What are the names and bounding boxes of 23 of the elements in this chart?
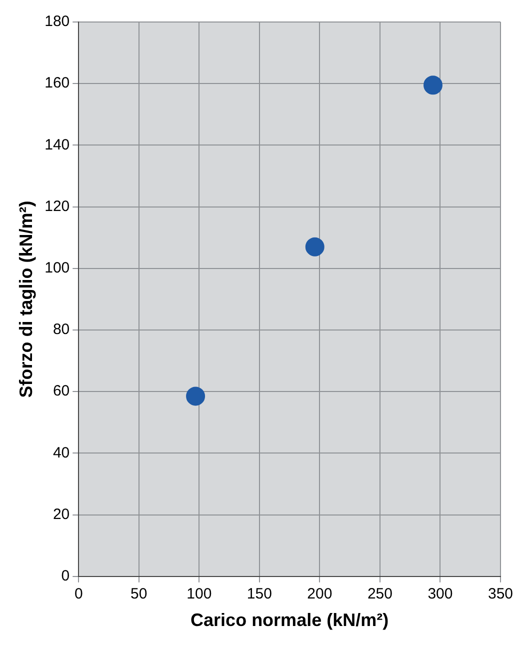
y-tick-label: 100: [44, 260, 70, 277]
x-axis-title: Carico normale (kN/m²): [190, 610, 389, 630]
y-tick-label: 20: [52, 506, 70, 523]
y-tick-label: 60: [52, 382, 70, 400]
y-tick-label: 160: [44, 74, 70, 92]
x-tick-label: 350: [488, 586, 513, 603]
x-tick-label: 200: [307, 586, 332, 603]
y-tick-label: 180: [44, 13, 70, 30]
y-tick-label: 140: [44, 136, 70, 154]
point: [305, 237, 324, 256]
x-tick-label: 50: [130, 586, 148, 603]
y-tick-label: 120: [44, 198, 70, 215]
y-axis-title: Sforzo di taglio (kN/m²): [16, 200, 36, 398]
x-tick-label: 0: [74, 586, 83, 603]
x-tick-label: 150: [246, 586, 272, 603]
y-tick-label: 80: [52, 321, 70, 338]
x-tick-label: 300: [428, 586, 453, 603]
y-tick-label: 40: [52, 444, 70, 462]
x-tick-label: 100: [186, 586, 212, 603]
y-tick-label: 0: [61, 568, 70, 585]
point: [423, 76, 442, 95]
x-tick-label: 250: [367, 586, 392, 603]
point: [186, 386, 206, 406]
